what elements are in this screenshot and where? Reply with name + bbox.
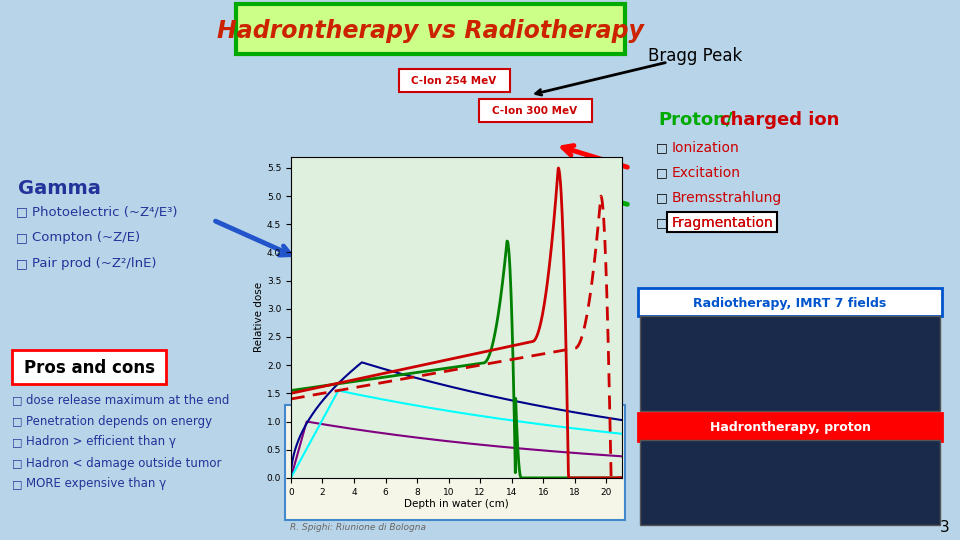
Text: □: □ bbox=[12, 395, 22, 405]
Text: Hadrontherapy vs Radiotherapy: Hadrontherapy vs Radiotherapy bbox=[217, 19, 643, 43]
Text: □: □ bbox=[12, 416, 22, 426]
Text: charged ion: charged ion bbox=[720, 111, 839, 129]
FancyBboxPatch shape bbox=[398, 69, 510, 91]
Text: R. Spighi: Riunione di Bologna: R. Spighi: Riunione di Bologna bbox=[290, 523, 426, 531]
Text: γ 120 KeV: γ 120 KeV bbox=[379, 340, 431, 350]
Text: □: □ bbox=[656, 192, 668, 205]
FancyBboxPatch shape bbox=[640, 440, 940, 525]
Text: □: □ bbox=[12, 479, 22, 489]
Text: □: □ bbox=[656, 141, 668, 154]
Text: Bremsstrahlung: Bremsstrahlung bbox=[672, 191, 782, 205]
Y-axis label: Relative dose: Relative dose bbox=[254, 282, 264, 352]
X-axis label: Depth in water (cm): Depth in water (cm) bbox=[404, 500, 509, 509]
Text: Ionization: Ionization bbox=[672, 141, 740, 155]
Text: C-Ion 254 MeV: C-Ion 254 MeV bbox=[412, 76, 496, 86]
FancyBboxPatch shape bbox=[353, 280, 428, 301]
Text: Bragg Peak: Bragg Peak bbox=[648, 47, 742, 65]
Text: Excitation: Excitation bbox=[672, 166, 741, 180]
FancyBboxPatch shape bbox=[667, 212, 777, 232]
Text: □: □ bbox=[16, 206, 28, 219]
Text: dose release maximum at the end: dose release maximum at the end bbox=[26, 394, 229, 407]
Text: C-Ion 300 MeV: C-Ion 300 MeV bbox=[492, 106, 578, 116]
Text: MORE expensive than γ: MORE expensive than γ bbox=[26, 477, 166, 490]
Text: Hadron > efficient than γ: Hadron > efficient than γ bbox=[26, 435, 176, 449]
Text: Hadron < damage outside tumor: Hadron < damage outside tumor bbox=[26, 456, 222, 469]
FancyBboxPatch shape bbox=[285, 405, 625, 520]
Text: □: □ bbox=[16, 232, 28, 245]
Text: □: □ bbox=[656, 217, 668, 230]
Text: □: □ bbox=[12, 437, 22, 447]
Text: Pair prod (~Z²/lnE): Pair prod (~Z²/lnE) bbox=[32, 258, 156, 271]
Text: Fragmentation: Fragmentation bbox=[672, 216, 774, 230]
FancyBboxPatch shape bbox=[358, 160, 473, 184]
Text: Gamma: Gamma bbox=[18, 179, 101, 198]
Text: □: □ bbox=[656, 166, 668, 179]
Text: 3: 3 bbox=[940, 519, 950, 535]
Text: Compton (~Z/E): Compton (~Z/E) bbox=[32, 232, 140, 245]
FancyBboxPatch shape bbox=[236, 4, 625, 54]
FancyBboxPatch shape bbox=[364, 334, 446, 354]
Text: Photon 18 MeV: Photon 18 MeV bbox=[300, 243, 390, 253]
Text: □: □ bbox=[12, 458, 22, 468]
FancyBboxPatch shape bbox=[478, 98, 591, 122]
Text: □: □ bbox=[16, 258, 28, 271]
Text: Proton 135 MeV: Proton 135 MeV bbox=[369, 168, 463, 178]
FancyBboxPatch shape bbox=[12, 350, 166, 384]
Text: Radiotherapy, IMRT 7 fields: Radiotherapy, IMRT 7 fields bbox=[693, 296, 887, 309]
FancyBboxPatch shape bbox=[638, 288, 942, 316]
Text: γ ⁶⁰Co: γ ⁶⁰Co bbox=[375, 287, 407, 297]
Text: Pros and cons: Pros and cons bbox=[23, 359, 155, 377]
FancyBboxPatch shape bbox=[294, 235, 396, 259]
Text: Fragmentation: Fragmentation bbox=[672, 216, 774, 230]
Text: Proton/: Proton/ bbox=[658, 111, 732, 129]
FancyBboxPatch shape bbox=[640, 316, 940, 411]
Text: Penetration depends on energy: Penetration depends on energy bbox=[26, 415, 212, 428]
Text: Photoelectric (~Z⁴/E³): Photoelectric (~Z⁴/E³) bbox=[32, 206, 178, 219]
Text: Hadrontherapy, proton: Hadrontherapy, proton bbox=[709, 422, 871, 435]
Text: DEPTH (cm): DEPTH (cm) bbox=[430, 456, 480, 464]
FancyBboxPatch shape bbox=[638, 413, 942, 441]
